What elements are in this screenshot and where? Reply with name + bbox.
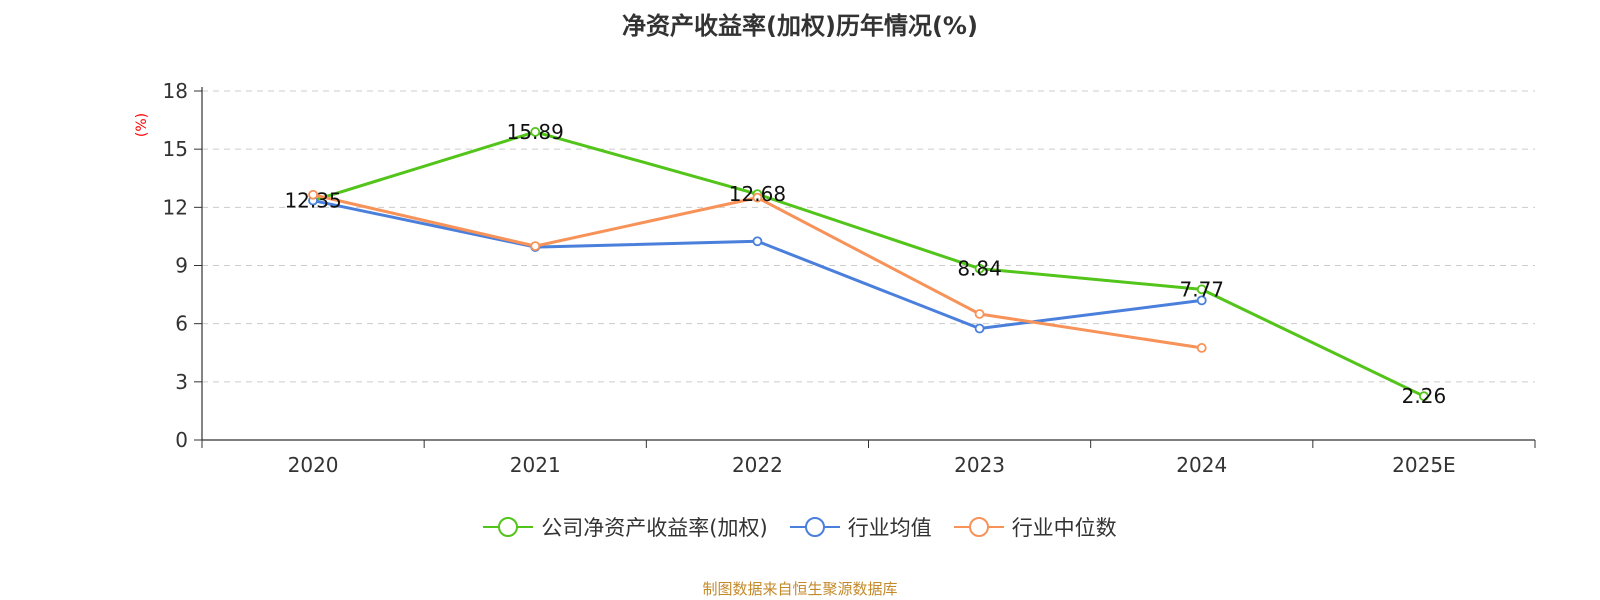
data-point [974,323,985,334]
y-tick-label: 0 [175,428,188,452]
legend-line-circle-icon [953,517,1004,537]
data-point [974,309,985,319]
data-point [1419,391,1429,402]
legend-circle [968,517,989,537]
x-tick-label: 2023 [954,453,1005,477]
legend-item-1[interactable]: 公司净资产收益率(加权) [483,512,768,542]
data-point [1196,284,1207,295]
y-tick-label: 9 [175,254,188,278]
data-point [1196,343,1207,353]
data-label: 12.35 [284,189,341,213]
x-tick-label: 2025E [1392,453,1456,477]
data-label: 8.84 [957,257,1002,281]
data-label: 7.77 [1179,277,1224,301]
data-point [308,189,318,200]
y-tick-label: 6 [175,312,188,336]
data-point [1196,295,1207,306]
data-point [752,192,763,203]
grid-layer [202,90,1535,383]
data-label: 2.26 [1402,384,1447,408]
x-tick-label: 2020 [288,453,339,477]
series-line-2 [312,199,1202,331]
legend-circle [498,517,519,537]
x-tick-label: 2022 [732,453,783,477]
axis-layer: 0 3 6 9 12 15 18 (%) 2020 2021 2022 2023 2024 2025E [134,79,1536,477]
data-source-note: 制图数据来自恒生聚源数据库 [702,580,898,598]
x-tick-label: 2021 [510,453,561,477]
data-point [530,241,541,252]
y-tick-label: 15 [163,137,188,161]
series-line-1 [312,130,1425,398]
legend-label: 公司净资产收益率(加权) [541,516,768,540]
chart-title: 净资产收益率(加权)历年情况(%) [622,12,978,40]
legend-item-2[interactable]: 行业均值 [789,512,932,542]
legend-item-3[interactable]: 行业中位数 [953,512,1117,542]
data-point [752,236,763,247]
legend-line-circle-icon [483,517,534,537]
data-point [974,263,985,274]
legend-circle [804,517,825,537]
series-layer [308,127,1429,402]
data-point [530,127,541,137]
x-tick-label: 2024 [1176,453,1227,477]
y-tick-label: 18 [163,79,188,103]
legend: 公司净资产收益率(加权) 行业均值 行业中位数 [0,512,1600,542]
label-layer: 12.35 15.89 12.68 8.84 7.77 2.26 [284,120,1446,408]
legend-line-circle-icon [789,517,840,537]
y-tick-label: 12 [163,195,188,219]
data-label: 12.68 [729,182,786,206]
data-label: 15.89 [507,120,564,144]
y-tick-label: 3 [175,370,188,394]
legend-label: 行业中位数 [1011,516,1117,540]
line-chart: 0 3 6 9 12 15 18 (%) 2020 2021 2022 2023 2024 2025E 1… [134,79,1536,477]
series-line-3 [312,193,1202,350]
y-axis-unit-label: (%) [134,113,150,137]
legend-label: 行业均值 [847,516,932,540]
